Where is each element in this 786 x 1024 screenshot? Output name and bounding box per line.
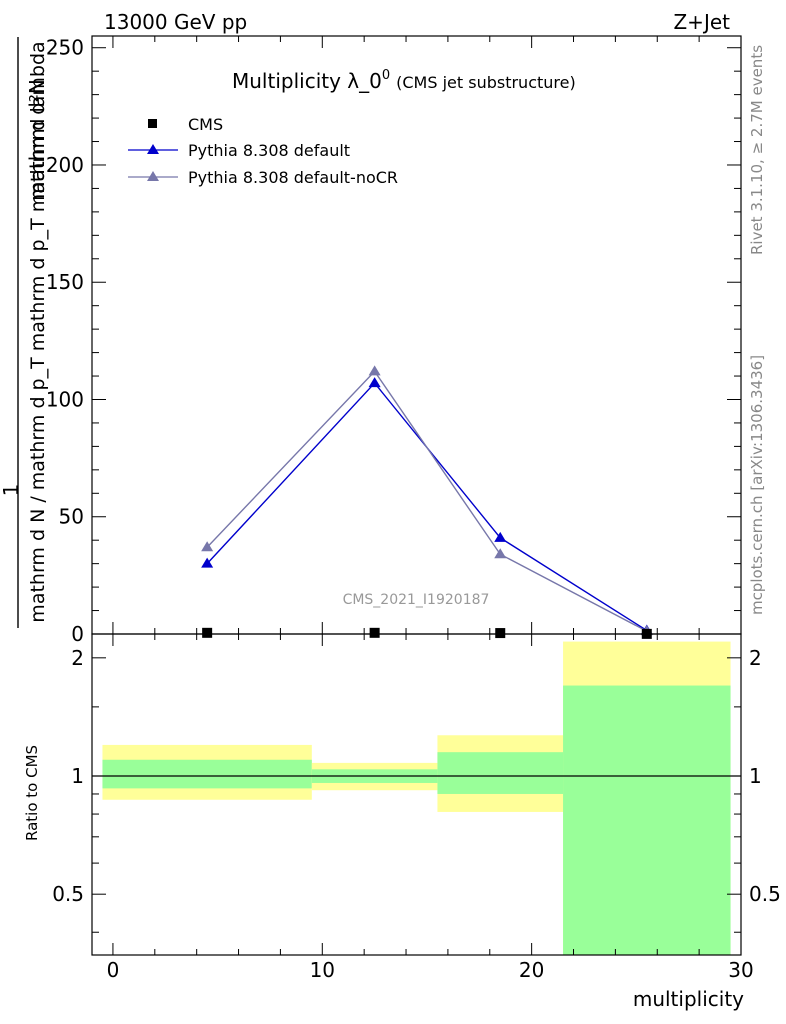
data-point-cms: [495, 628, 506, 639]
legend-marker-cms: [148, 119, 157, 128]
legend-marker-pythia-default: [147, 144, 159, 154]
energy-label: 13000 GeV pp: [104, 10, 247, 34]
y-tick-label: 0: [71, 622, 84, 646]
ratio-band-stat: [102, 759, 312, 789]
series-point-1: [201, 541, 214, 552]
rivet-label: Rivet 3.1.10, ≥ 2.7M events: [748, 45, 766, 255]
y-axis-label-numerator: mathrm d²N: [25, 79, 49, 201]
series-point-0: [201, 557, 214, 568]
y-axis-label: 1 mathrm d²N mathrm d N / mathrm d p_T m…: [0, 37, 49, 628]
y-tick-label: 100: [46, 387, 84, 411]
data-point-cms: [202, 627, 213, 638]
ratio-axis-label: Ratio to CMS: [23, 745, 41, 841]
x-tick-label: 0: [107, 958, 120, 982]
legend-label-pythia-default: Pythia 8.308 default: [188, 141, 350, 160]
ratio-tick-label: 0.5: [52, 882, 84, 906]
legend-label-pythia-nocr: Pythia 8.308 default-noCR: [188, 168, 398, 187]
analysis-watermark: CMS_2021_I1920187: [343, 592, 490, 608]
series-point-1: [494, 548, 507, 559]
legend-label-cms: CMS: [188, 115, 223, 134]
y-tick-label: 50: [59, 505, 84, 529]
ratio-tick-label: 1: [71, 764, 84, 788]
chart-title: Multiplicity λ_00 (CMS jet substructure): [232, 68, 576, 93]
chart-title-superscript: 0: [382, 68, 390, 83]
ratio-band-stat: [563, 685, 731, 955]
process-label: Z+Jet: [673, 10, 730, 34]
y-tick-label: 200: [46, 153, 84, 177]
chart-axes: 0 10 20 30 0 50 100 150 200 250 0.5 0.5 1 1 2 2: [46, 35, 781, 982]
ratio-tick-label-right: 0.5: [749, 882, 781, 906]
mcplots-label: mcplots.cern.ch [arXiv:1306.3436]: [748, 355, 766, 615]
series-line-0: [206, 382, 648, 632]
x-tick-label: 30: [728, 958, 753, 982]
legend: CMS Pythia 8.308 default Pythia 8.308 de…: [128, 115, 398, 187]
data-point-cms: [369, 627, 380, 638]
ratio-tick-label: 2: [71, 646, 84, 670]
y-axis-label-prefix: 1: [0, 484, 23, 497]
series-point-0: [494, 531, 507, 542]
series-line-1: [206, 370, 648, 632]
x-tick-label: 20: [519, 958, 544, 982]
series-point-1: [368, 365, 381, 376]
chart-title-main: Multiplicity λ_0: [232, 69, 382, 93]
chart-title-suffix: (CMS jet substructure): [396, 73, 576, 92]
x-tick-label: 10: [310, 958, 335, 982]
ratio-tick-label-right: 1: [749, 764, 762, 788]
x-axis-label: multiplicity: [633, 987, 744, 1011]
ratio-tick-label-right: 2: [749, 646, 762, 670]
ratio-band-stat: [437, 752, 564, 794]
series-point-0: [368, 377, 381, 388]
y-axis-label-denominator: mathrm d N / mathrm d p_T mathrm d p_T m…: [27, 41, 49, 622]
legend-marker-pythia-nocr: [147, 171, 159, 181]
ratio-frame: [91, 633, 742, 956]
y-tick-label: 250: [46, 36, 84, 60]
y-tick-label: 150: [46, 270, 84, 294]
chart-marks: [92, 365, 741, 955]
